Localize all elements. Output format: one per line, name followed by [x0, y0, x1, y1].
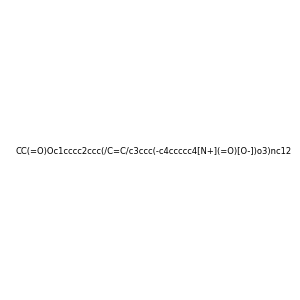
Text: CC(=O)Oc1cccc2ccc(/C=C/c3ccc(-c4ccccc4[N+](=O)[O-])o3)nc12: CC(=O)Oc1cccc2ccc(/C=C/c3ccc(-c4ccccc4[N… — [16, 147, 292, 156]
